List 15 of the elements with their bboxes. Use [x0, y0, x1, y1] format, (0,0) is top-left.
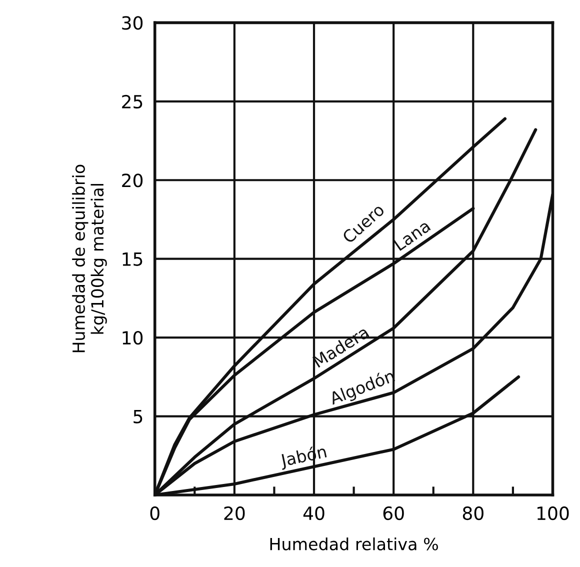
y-axis-title: Humedad de equilibrio kg/100kg material: [72, 164, 107, 352]
y-tick-label: 5: [134, 410, 142, 424]
x-tick-label: 40: [303, 506, 324, 520]
x-tick-label: 20: [224, 506, 245, 520]
x-tick-label: 80: [462, 506, 484, 520]
text: Lana: [393, 220, 431, 252]
y-tick-label: 10: [122, 331, 143, 345]
y-tick-label: 20: [122, 174, 143, 188]
y-tick-label: 25: [122, 94, 142, 109]
x-tick-label: 0: [150, 506, 160, 520]
y-tick-label: 15: [122, 252, 142, 266]
y-tick-label: 30: [122, 16, 143, 30]
x-tick-label: 100: [537, 506, 569, 520]
x-axis-title: Humedad relativa %: [270, 537, 438, 550]
x-tick-label: 60: [383, 506, 404, 520]
